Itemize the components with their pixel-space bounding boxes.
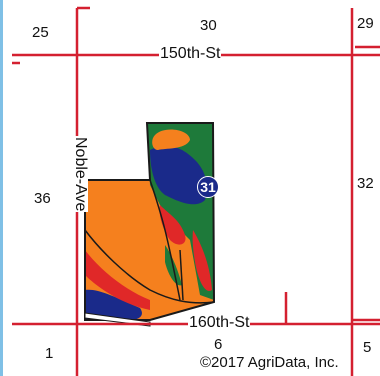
section-label-32: 32 <box>357 175 374 192</box>
soil-boundary-1 <box>149 179 181 301</box>
section-label-29: 29 <box>357 15 374 32</box>
soil-boundary-2 <box>84 229 215 304</box>
road-label-noble-ave: Noble-Ave <box>72 136 89 213</box>
field-polygon <box>84 122 216 327</box>
copyright-text: ©2017 AgriData, Inc. <box>198 354 341 371</box>
section-label-30: 30 <box>200 17 217 34</box>
soil-area-red-2 <box>192 230 212 291</box>
section-label-5: 5 <box>363 339 372 356</box>
road-label-160th-st: 160th-St <box>188 314 251 331</box>
soil-area-red-3 <box>85 250 150 310</box>
field-marker-31: 31 <box>197 176 219 198</box>
soil-boundary-3 <box>179 249 184 301</box>
soil-area-blue-upper <box>150 145 207 205</box>
map-frame-edge <box>0 0 3 376</box>
section-label-25: 25 <box>32 24 49 41</box>
section-label-36: 36 <box>34 190 51 207</box>
road-label-150th-st: 150th-St <box>159 45 222 62</box>
section-label-1: 1 <box>45 345 54 362</box>
section-label-6: 6 <box>214 336 223 353</box>
soil-area-red-1 <box>159 205 186 245</box>
soil-area-blue-lower <box>85 289 142 320</box>
soil-area-orange-inner <box>152 129 190 150</box>
